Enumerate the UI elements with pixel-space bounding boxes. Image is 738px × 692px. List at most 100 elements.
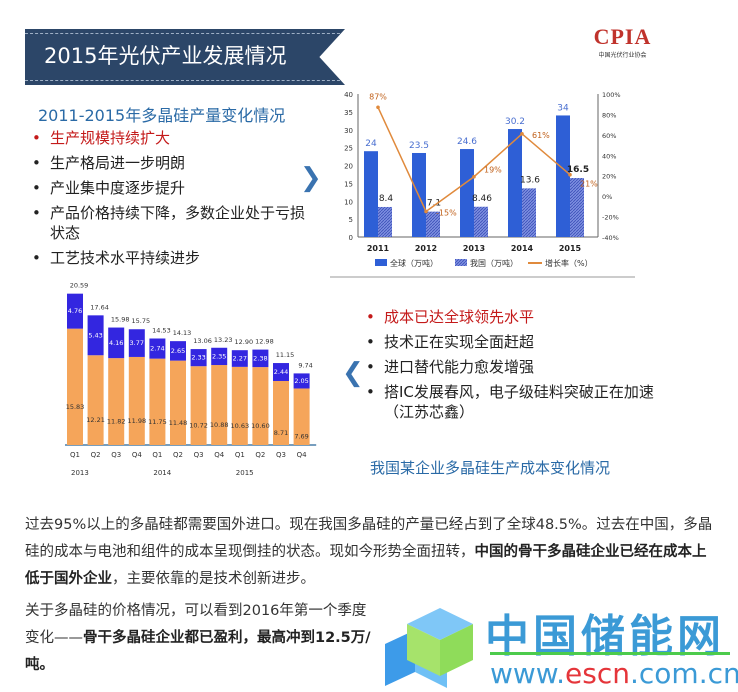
bar-china-label: 8.46 — [472, 194, 492, 204]
y2-tick-label: -40% — [602, 234, 619, 242]
legend-china-swatch — [455, 259, 467, 266]
bar-top-label: 3.77 — [130, 339, 144, 347]
bar-china-label: 13.6 — [520, 175, 540, 185]
bar-top-label: 2.05 — [294, 377, 308, 385]
bar-top — [252, 349, 269, 368]
growth-label: 21% — [580, 180, 598, 189]
y-tick-label: 25 — [344, 145, 353, 153]
bar-top-label: 2.27 — [233, 355, 247, 363]
y-tick-label: 40 — [344, 91, 353, 99]
production-chart: 0 5 10 15 20 25 30 35 40 -40% -20% 0% 20% 40% 60% 80% 10… — [330, 91, 635, 278]
bar-bottom — [128, 356, 145, 445]
bar-top — [211, 347, 228, 366]
bar-bottom — [108, 358, 125, 445]
bar-bottom — [231, 366, 248, 445]
bar-china-label: 16.5 — [567, 165, 589, 175]
bar-total-label: 15.98 — [111, 316, 130, 324]
bar-top — [231, 350, 248, 367]
growth-point — [376, 105, 380, 110]
legend-china: 我国（万吨） — [470, 258, 518, 268]
watermark-url: www.escn.com.cn — [490, 657, 738, 690]
y2-tick-label: -20% — [602, 214, 619, 222]
bullet-item: 进口替代能力愈发增强 — [362, 357, 662, 377]
bar-top — [67, 293, 83, 329]
growth-point — [424, 209, 428, 214]
paragraph-1: 过去95%以上的多晶硅都需要国外进口。现在我国多晶硅的产量已经占到了全球48.5… — [25, 517, 713, 587]
bar-global-label: 30.2 — [505, 117, 525, 127]
bar-top — [273, 363, 289, 381]
bar-top — [190, 349, 207, 367]
legend-global: 全球（万吨） — [390, 258, 438, 268]
x-tick-label: Q2 — [255, 451, 265, 459]
x-tick-label: Q2 — [173, 451, 183, 459]
bar-total-label: 9.74 — [298, 361, 312, 369]
x-tick-label: 2012 — [415, 244, 437, 253]
bar-top — [170, 341, 186, 361]
bar-top-label: 2.35 — [212, 352, 226, 360]
bullet-item: 搭IC发展春风，电子级硅料突破正在加速（江苏芯鑫） — [362, 382, 662, 422]
bar-bottom-label: 10.88 — [210, 421, 229, 429]
bullet-item: 产业集中度逐步提升 — [28, 178, 318, 198]
y-tick-label: 15 — [344, 180, 353, 188]
bar-top-label: 4.76 — [68, 307, 82, 315]
bar-total-label: 14.13 — [173, 329, 192, 337]
bar-top-label: 2.44 — [274, 368, 288, 376]
bar-top — [87, 315, 104, 356]
x-tick-label: Q1 — [235, 451, 245, 459]
bar-total-label: 20.59 — [70, 282, 89, 290]
year-label: 2014 — [153, 469, 171, 477]
growth-label: 61% — [532, 131, 550, 140]
y2-tick-label: 0% — [602, 193, 612, 201]
cost-chart: 15.83 4.76 20.59 Q1 12.21 5.43 17.64 Q2 11.82 4.1… — [65, 282, 317, 477]
bar-bottom-label: 8.71 — [274, 429, 288, 437]
title-banner — [25, 29, 345, 85]
bar-total-label: 11.15 — [276, 351, 295, 359]
bar-bottom — [190, 366, 207, 445]
bar-bottom-label: 10.72 — [189, 422, 208, 430]
bar-total-label: 17.64 — [90, 303, 109, 311]
bar-top — [128, 329, 145, 357]
y-tick-label: 0 — [349, 234, 353, 242]
growth-point — [520, 132, 524, 136]
y-tick-label: 35 — [344, 109, 353, 117]
cost-chart-caption: 我国某企业多晶硅生产成本变化情况 — [370, 459, 611, 477]
bar-total-label: 15.75 — [131, 317, 150, 325]
x-tick-label: Q1 — [70, 451, 80, 459]
bullet-item: 成本已达全球领先水平 — [362, 307, 662, 327]
bullet-item: 技术正在实现全面赶超 — [362, 332, 662, 352]
x-tick-label: Q2 — [91, 451, 101, 459]
bar-global-label: 24 — [365, 139, 377, 149]
bar-total-label: 12.98 — [255, 338, 274, 346]
bar-top-label: 4.16 — [109, 339, 123, 347]
x-tick-label: Q4 — [132, 451, 143, 459]
bar-global — [508, 129, 522, 237]
year-label: 2015 — [236, 469, 254, 477]
banner-title: 2015年光伏产业发展情况 — [44, 44, 287, 68]
growth-label: -15% — [436, 208, 457, 217]
production-bullets: 生产规模持续扩大生产格局进一步明朗产业集中度逐步提升产品价格持续下降，多数企业处… — [28, 128, 318, 273]
bar-bottom — [149, 358, 166, 445]
growth-label: 19% — [484, 166, 502, 175]
y-tick-label: 30 — [344, 127, 353, 135]
bar-bottom — [273, 380, 289, 445]
bar-china-label: 7.1 — [427, 199, 441, 209]
bar-bottom — [87, 355, 104, 445]
x-tick-label: Q4 — [297, 451, 308, 459]
bar-top-label: 5.43 — [88, 331, 102, 339]
paragraph-2: 关于多晶硅的价格情况，可以看到2016年第一个季度变化——骨干多晶硅企业都已盈利… — [25, 603, 371, 673]
bar-top-label: 2.38 — [253, 354, 267, 362]
production-chart-title: 2011-2015年多晶硅产量变化情况 — [38, 106, 286, 125]
chevron-left-icon: ❮ — [342, 358, 364, 388]
bar-top-label: 2.65 — [171, 347, 185, 355]
cpia-logo: CPIA 中国光伏行业协会 — [593, 24, 652, 59]
bar-top-label: 2.33 — [191, 354, 205, 362]
bar-global — [460, 149, 474, 237]
cost-bullets: 成本已达全球领先水平技术正在实现全面赶超进口替代能力愈发增强搭IC发展春风，电子… — [362, 307, 662, 427]
legend-global-swatch — [375, 259, 387, 266]
bar-global-label: 24.6 — [457, 137, 477, 147]
bar-bottom-label: 11.82 — [107, 418, 126, 426]
y-tick-label: 5 — [349, 216, 353, 224]
bar-bottom-label: 11.98 — [127, 417, 146, 425]
y2-tick-label: 60% — [602, 132, 616, 140]
